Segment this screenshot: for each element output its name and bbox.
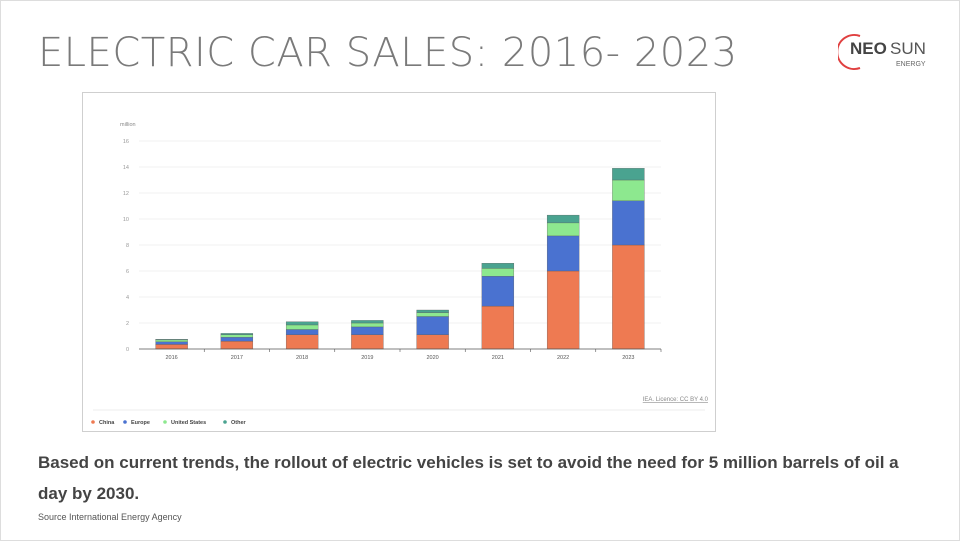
bar-europe-2023 bbox=[612, 200, 645, 246]
attribution-link[interactable]: IEA. Licence: CC BY 4.0 bbox=[643, 397, 709, 403]
y-tick-label: 14 bbox=[123, 165, 129, 171]
bar-europe-2020 bbox=[416, 316, 449, 335]
bar-other-2017 bbox=[220, 333, 254, 335]
slide-body-text: Based on current trends, the rollout of … bbox=[38, 453, 899, 503]
bar-china-2019 bbox=[351, 334, 384, 350]
bar-other-2016 bbox=[155, 339, 188, 341]
bar-china-2021 bbox=[481, 305, 515, 350]
bar-europe-2022 bbox=[546, 235, 580, 272]
bar-united-states-2019 bbox=[351, 322, 384, 328]
y-tick-label: 6 bbox=[126, 269, 129, 275]
bar-europe-2017 bbox=[220, 337, 254, 342]
bar-china-2016 bbox=[155, 344, 188, 350]
slide-title: ELECTRIC CAR SALES: 2016- 2023 bbox=[38, 30, 738, 76]
y-tick-label: 8 bbox=[126, 243, 129, 249]
y-tick-label: 16 bbox=[123, 139, 129, 145]
x-tick-label: 2018 bbox=[296, 355, 308, 361]
bar-united-states-2021 bbox=[481, 268, 515, 277]
bar-other-2021 bbox=[481, 263, 515, 269]
bar-europe-2021 bbox=[481, 276, 515, 307]
legend-label: Europe bbox=[131, 420, 150, 426]
bar-china-2018 bbox=[285, 334, 319, 350]
stacked-bar-chart: million 0 2 4 6 8 10 12 14 16 2016 2017 2018 2019 20… bbox=[91, 122, 709, 426]
bar-other-2022 bbox=[546, 214, 580, 224]
x-tick-label: 2019 bbox=[361, 355, 373, 361]
y-tick-label: 10 bbox=[123, 217, 129, 223]
bar-europe-2019 bbox=[351, 326, 384, 335]
bar-china-2020 bbox=[416, 334, 449, 350]
bar-china-2023 bbox=[612, 244, 645, 350]
bar-united-states-2017 bbox=[220, 334, 254, 338]
bar-united-states-2018 bbox=[285, 324, 319, 330]
logo-sun: SUN bbox=[890, 39, 926, 58]
y-tick-label: 2 bbox=[126, 321, 129, 327]
legend-marker-china bbox=[91, 420, 95, 424]
x-tick-label: 2022 bbox=[557, 355, 569, 361]
x-tick-label: 2020 bbox=[427, 355, 439, 361]
x-tick-label: 2017 bbox=[231, 355, 243, 361]
bar-united-states-2020 bbox=[416, 312, 449, 317]
y-tick-label: 0 bbox=[126, 347, 129, 353]
logo-neo: NEO bbox=[850, 39, 887, 58]
legend-label: United States bbox=[171, 420, 206, 426]
bar-other-2018 bbox=[285, 321, 319, 326]
bar-other-2019 bbox=[351, 320, 384, 324]
legend-marker-united-states bbox=[163, 420, 167, 424]
bar-united-states-2023 bbox=[612, 179, 645, 201]
bar-europe-2016 bbox=[155, 341, 188, 345]
neosun-logo: NEO SUN ENERGY bbox=[838, 34, 926, 70]
logo-energy: ENERGY bbox=[896, 61, 926, 68]
y-axis-label: million bbox=[120, 122, 136, 128]
slide-source: Source International Energy Agency bbox=[38, 512, 182, 522]
bar-china-2017 bbox=[220, 341, 254, 350]
x-tick-label: 2021 bbox=[492, 355, 504, 361]
bar-united-states-2016 bbox=[155, 339, 188, 342]
bar-europe-2018 bbox=[285, 329, 319, 335]
legend-label: China bbox=[99, 420, 115, 426]
legend-marker-europe bbox=[123, 420, 127, 424]
y-tick-label: 12 bbox=[123, 191, 129, 197]
bar-united-states-2022 bbox=[546, 222, 580, 237]
bar-other-2020 bbox=[416, 309, 449, 313]
x-tick-label: 2023 bbox=[622, 355, 634, 361]
legend-label: Other bbox=[231, 420, 247, 426]
legend-marker-other bbox=[223, 420, 227, 424]
x-tick-label: 2016 bbox=[166, 355, 178, 361]
bar-china-2022 bbox=[546, 270, 580, 350]
bar-other-2023 bbox=[612, 168, 645, 181]
y-tick-label: 4 bbox=[126, 295, 129, 301]
chart-container: million 0 2 4 6 8 10 12 14 16 2016 2017 2018 2019 20… bbox=[82, 92, 716, 432]
